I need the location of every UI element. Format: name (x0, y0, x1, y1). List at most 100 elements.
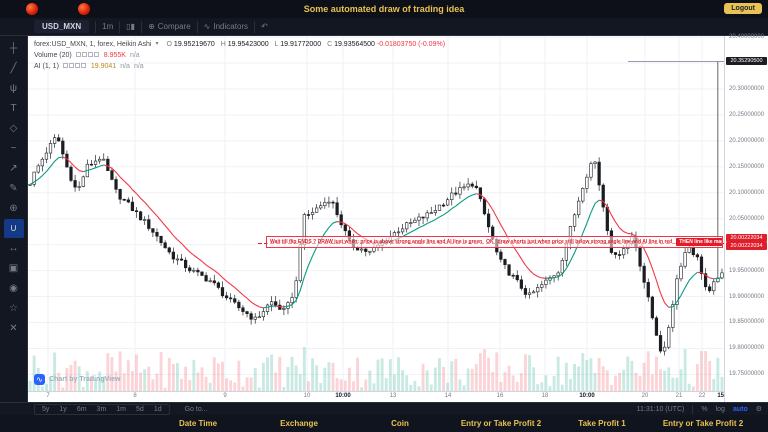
range-button-1y[interactable]: 1y (59, 405, 67, 413)
price-tick: 19.95000000 (729, 267, 765, 274)
time-tick: 13 (389, 393, 397, 399)
footer-label-3: Entry or Take Profit 2 (460, 419, 542, 428)
star-tool[interactable]: ☆ (9, 303, 18, 314)
symbol-button[interactable]: USD_MXN (34, 20, 90, 33)
gear-icon[interactable]: ⚙ (755, 406, 762, 413)
price-tick: 20.20000000 (729, 137, 765, 144)
magnet-tool[interactable]: ∪ (3, 219, 24, 238)
price-tick: 20.30000000 (729, 85, 765, 92)
pattern-tool[interactable]: ◇ (9, 123, 18, 134)
chart-toolbar: USD_MXN 1m ▯▮ ⊕ Compare ∿ Indicators ↶ (0, 18, 768, 36)
time-tick: 22 (698, 393, 706, 399)
app-icon-1[interactable] (26, 3, 38, 15)
price-axis[interactable]: 20.40000000 20.30000000 20.25000000 20.2000… (724, 34, 768, 402)
measure-tool[interactable]: ↔ (8, 243, 19, 254)
range-button-group: 5y 1y 6m 3m 1m 5d 1d (34, 403, 170, 415)
price-tick: 20.25000000 (729, 111, 765, 118)
compare-icon: ⊕ (148, 22, 155, 31)
strategy-annotation[interactable]: Wait till flip ENDS ? DRAW just when: pr… (266, 236, 723, 248)
tradingview-logo-icon: ∿ (34, 374, 45, 385)
price-tick: 19.90000000 (729, 293, 765, 300)
chart-style-button[interactable]: ▯▮ (126, 22, 135, 31)
price-tick: 20.05000000 (729, 215, 765, 222)
price-tick: 19.80000000 (729, 345, 765, 352)
range-button-5d[interactable]: 5d (136, 405, 144, 413)
clock-label[interactable]: 11:31:10 (UTC) (636, 405, 685, 413)
range-button-3m[interactable]: 3m (96, 405, 107, 413)
change-value: -0.01803750 (-0.09%) (376, 41, 446, 48)
range-button-1m[interactable]: 1m (116, 405, 127, 413)
interval-button[interactable]: 1m (102, 22, 114, 31)
tradingview-attribution[interactable]: ∿ Chart by TradingView (34, 374, 120, 385)
candles-icon: ▯▮ (126, 22, 136, 31)
range-button-5y[interactable]: 5y (42, 405, 50, 413)
price-tick: 20.40000000 (729, 34, 765, 41)
top-bar: Some automated draw of trading idea Logo… (0, 0, 768, 18)
annotation-text-ok: OK (486, 239, 494, 245)
volume-value: 8.955K (103, 52, 126, 59)
indicators-button[interactable]: ∿ Indicators (203, 22, 249, 31)
pitchfork-tool[interactable]: ψ (9, 83, 18, 94)
footer-label-bar: Date Time Exchange Coin Entry or Take Profi… (0, 415, 768, 432)
low-value: 19.91772000 (280, 41, 322, 48)
footer-label-0: Date Time (178, 419, 218, 428)
lock-tool[interactable]: ▣ (8, 263, 19, 274)
annotation-badge: THEN line like magic!! (676, 238, 722, 246)
time-tick: 18 (541, 393, 549, 399)
percent-scale-button[interactable]: % (701, 405, 708, 413)
footer-label-5: Entry or Take Profit 2 (662, 419, 744, 428)
time-tick: 21 (675, 393, 683, 399)
high-value: 19.95423000 (227, 41, 269, 48)
time-tick: 9 (223, 393, 227, 399)
app-icon-2[interactable] (78, 3, 90, 15)
price-tick: 19.85000000 (729, 319, 765, 326)
compare-button[interactable]: ⊕ Compare (148, 22, 191, 31)
drawing-tool-rail: ┼ ╱ ψ T ◇ ~ ↗ ✎ ⊕ ∪ ↔ ▣ ◉ ☆ ✕ (0, 36, 28, 402)
series-title[interactable]: forex:USD_MXN, 1, forex, Heikin Ashi (34, 41, 152, 48)
time-tick: 20 (641, 393, 649, 399)
text-tool[interactable]: T (10, 103, 17, 114)
candlestick-chart[interactable] (28, 36, 724, 391)
logout-button[interactable]: Logout (724, 3, 762, 14)
price-tick: 19.75000000 (729, 371, 765, 378)
time-tick: 10 (303, 393, 311, 399)
ai-study-label[interactable]: AI (1, 1) (34, 63, 59, 70)
annotation-text-right: draw shorts just when price still below … (497, 239, 673, 245)
footer-label-1: Exchange (280, 419, 318, 428)
price-tick: 20.15000000 (729, 163, 765, 170)
footer-label-4: Take Profit 1 (578, 419, 626, 428)
zoom-tool[interactable]: ⊕ (9, 203, 18, 214)
indicators-icon: ∿ (203, 22, 211, 31)
volume-study-label[interactable]: Volume (20) (34, 52, 72, 59)
goto-button[interactable]: Go to... (184, 405, 208, 413)
ai-value: 19.9041 (90, 63, 117, 70)
time-tick: 10:00 (335, 393, 351, 399)
range-button-1d[interactable]: 1d (153, 405, 162, 413)
log-scale-button[interactable]: log (715, 405, 725, 413)
chevron-down-icon[interactable]: ▾ (155, 41, 159, 47)
undo-button[interactable]: ↶ (261, 22, 268, 31)
time-tick: 8 (133, 393, 137, 399)
crosshair-tool[interactable]: ┼ (9, 43, 18, 54)
line-price-label: 20.00222034 (726, 242, 767, 251)
range-button-6m[interactable]: 6m (76, 405, 87, 413)
brush-tool[interactable]: ✎ (9, 183, 18, 194)
remove-tool[interactable]: ✕ (9, 323, 18, 334)
open-value: 19.95219670 (173, 41, 215, 48)
line-price-label: 20.00222034 (726, 234, 767, 243)
auto-scale-button[interactable]: auto (732, 405, 748, 413)
trend-line-tool[interactable]: ╱ (10, 63, 17, 74)
chart-plot-area[interactable]: forex:USD_MXN, 1, forex, Heikin Ashi ▾ O… (28, 36, 724, 391)
close-value: 19.93564500 (334, 41, 375, 48)
eye-tool[interactable]: ◉ (9, 283, 18, 294)
last-price-label: 20.35290500 (726, 57, 767, 66)
prediction-tool[interactable]: ↗ (9, 163, 18, 174)
time-tick: 10:00 (579, 393, 595, 399)
chart-legend: forex:USD_MXN, 1, forex, Heikin Ashi ▾ O… (34, 41, 446, 70)
elliott-wave-tool[interactable]: ~ (10, 143, 17, 154)
bottom-toolbar: 5y 1y 6m 3m 1m 5d 1d Go to... 11:31:10 (UTC) %… (0, 402, 768, 415)
page-title: Some automated draw of trading idea (303, 4, 465, 14)
time-tick: 7 (46, 393, 50, 399)
